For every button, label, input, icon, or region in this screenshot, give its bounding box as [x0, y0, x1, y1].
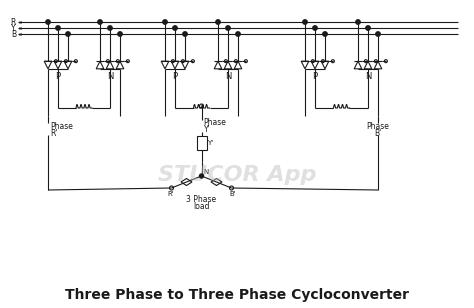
Circle shape: [108, 26, 112, 30]
Text: o: o: [19, 26, 22, 31]
Text: B': B': [229, 191, 236, 197]
Circle shape: [183, 32, 187, 36]
Text: N: N: [107, 72, 113, 81]
Circle shape: [313, 26, 317, 30]
Text: B: B: [11, 30, 16, 38]
Text: R': R': [50, 129, 57, 138]
Text: 3 Phase: 3 Phase: [186, 195, 217, 204]
Circle shape: [216, 20, 220, 24]
Circle shape: [200, 174, 203, 178]
Text: R': R': [167, 191, 174, 197]
Circle shape: [366, 26, 370, 30]
Text: P: P: [173, 72, 178, 81]
Text: B': B': [374, 129, 381, 138]
Circle shape: [56, 26, 60, 30]
Text: Y: Y: [11, 23, 16, 33]
Circle shape: [236, 32, 240, 36]
Text: o: o: [19, 32, 22, 37]
Text: Y': Y': [203, 125, 210, 134]
Circle shape: [98, 20, 102, 24]
Text: N: N: [203, 169, 209, 175]
Text: STUCOR App: STUCOR App: [158, 165, 316, 185]
Text: P: P: [312, 72, 318, 81]
Text: N: N: [225, 72, 231, 81]
Circle shape: [376, 32, 380, 36]
Circle shape: [226, 26, 230, 30]
Text: load: load: [193, 202, 210, 211]
Circle shape: [163, 20, 167, 24]
Text: N: N: [365, 72, 371, 81]
Circle shape: [46, 20, 50, 24]
Text: R: R: [10, 18, 16, 26]
Circle shape: [173, 26, 177, 30]
Text: Phase: Phase: [203, 118, 227, 127]
Circle shape: [303, 20, 307, 24]
Text: P: P: [55, 72, 61, 81]
Text: Phase: Phase: [50, 122, 73, 131]
Bar: [197, 136, 207, 150]
Text: o: o: [19, 20, 22, 25]
Circle shape: [66, 32, 70, 36]
Circle shape: [356, 20, 360, 24]
Circle shape: [323, 32, 327, 36]
Text: Three Phase to Three Phase Cycloconverter: Three Phase to Three Phase Cycloconverte…: [65, 288, 409, 302]
Text: Phase: Phase: [366, 122, 389, 131]
Circle shape: [118, 32, 122, 36]
Text: Y': Y': [208, 140, 214, 146]
